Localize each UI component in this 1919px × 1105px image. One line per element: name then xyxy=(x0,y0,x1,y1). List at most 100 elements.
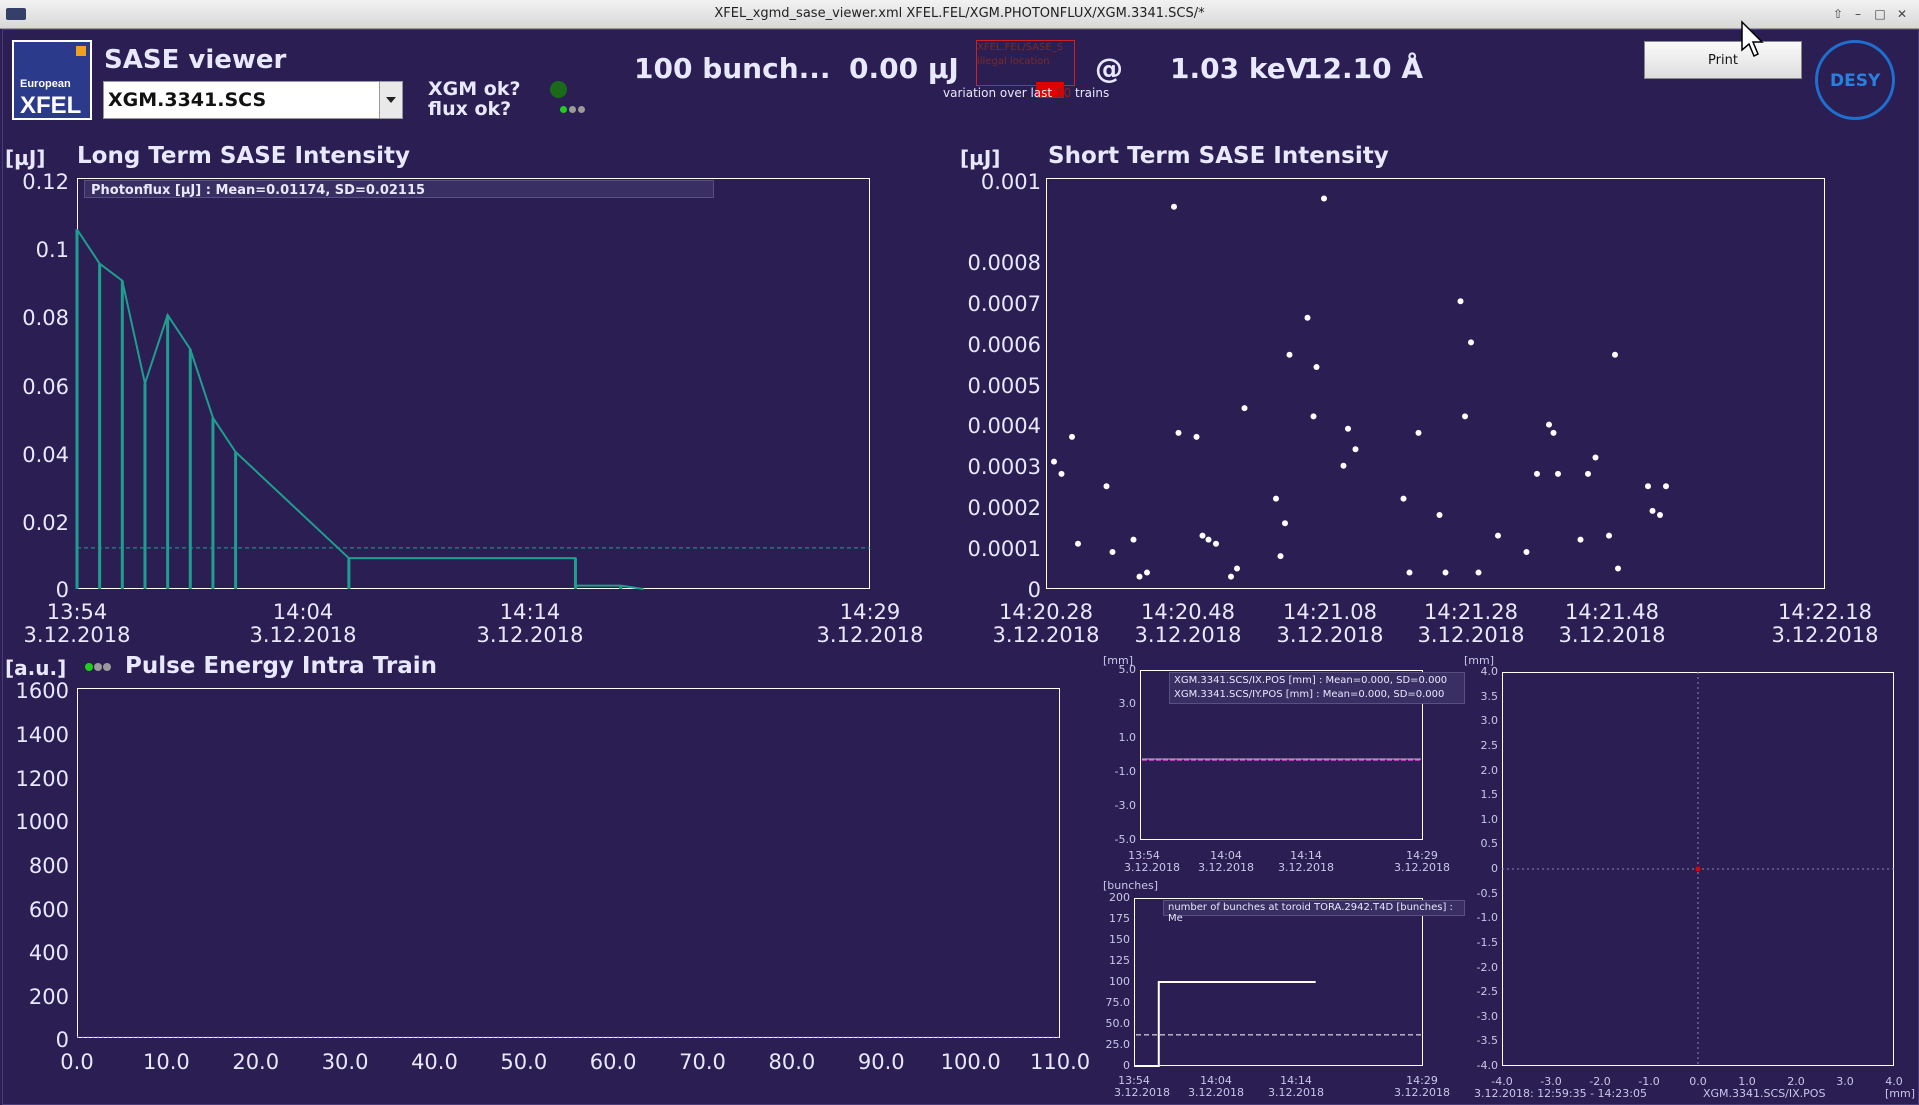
short-term-plot[interactable] xyxy=(1046,178,1825,589)
y-tick: -2.0 xyxy=(1476,960,1498,974)
variation-label: variation over last 10 trains xyxy=(943,86,1110,100)
x-tick: 14:21.28 3.12.2018 xyxy=(1417,600,1525,647)
short-term-point xyxy=(1109,549,1116,556)
short-term-point xyxy=(1175,429,1182,436)
y-tick: 1400 xyxy=(15,723,69,747)
short-term-point xyxy=(1136,573,1143,580)
y-tick: 3.0 xyxy=(1480,714,1499,728)
window-up-icon[interactable]: ⇧ xyxy=(1832,7,1844,21)
intra-led-2 xyxy=(94,663,102,671)
x-tick: 14:21.08 3.12.2018 xyxy=(1276,600,1384,647)
short-term-point xyxy=(1475,569,1482,576)
y-tick: 0.12 xyxy=(22,170,69,194)
x-tick: -2.0 xyxy=(1589,1075,1611,1088)
maximize-icon[interactable]: □ xyxy=(1874,7,1886,21)
y-tick: 1200 xyxy=(15,767,69,791)
short-term-point xyxy=(1663,483,1669,490)
short-term-point xyxy=(1234,565,1240,572)
x-tick: 2.0 xyxy=(1787,1075,1805,1088)
y-tick: 800 xyxy=(28,854,69,878)
bunches-unit: [bunches] xyxy=(1103,879,1159,892)
x-tick: 30.0 xyxy=(321,1050,369,1074)
short-term-point xyxy=(1400,495,1407,502)
y-tick: 2.0 xyxy=(1480,763,1499,777)
y-tick: 1.0 xyxy=(1480,812,1499,826)
xy-x-unit: [mm] xyxy=(1885,1087,1916,1100)
short-term-point xyxy=(1058,470,1065,477)
y-tick: -2.5 xyxy=(1476,985,1498,999)
y-tick: 0.08 xyxy=(22,306,69,330)
short-term-point xyxy=(1193,433,1200,440)
long-term-title: Long Term SASE Intensity xyxy=(77,143,410,169)
position-legend: XGM.3341.SCS/IX.POS [mm] : Mean=0.000, S… xyxy=(1169,672,1465,704)
short-term-point xyxy=(1523,549,1530,556)
short-term-point xyxy=(1649,507,1656,514)
x-tick: 0.0 xyxy=(1689,1075,1707,1088)
short-term-point xyxy=(1277,553,1284,560)
app-window xyxy=(2,29,1919,1105)
short-term-point xyxy=(1606,532,1612,539)
long-term-series-line xyxy=(76,228,644,590)
short-term-point xyxy=(1199,532,1206,539)
y-tick: 0 xyxy=(55,1028,69,1052)
short-term-point xyxy=(1213,540,1219,547)
mouse-cursor-icon xyxy=(1741,20,1764,58)
y-tick: 0.0001 xyxy=(967,537,1041,561)
short-term-point xyxy=(1321,195,1327,202)
y-tick: 0.0003 xyxy=(967,455,1041,479)
short-term-point xyxy=(1144,569,1150,576)
xy-time-label: 3.12.2018: 12:59:35 - 14:23:05 xyxy=(1474,1087,1647,1100)
close-icon[interactable]: ✕ xyxy=(1896,7,1908,21)
flux-status-led-1 xyxy=(560,106,567,113)
chevron-down-icon[interactable] xyxy=(379,82,402,118)
short-term-point xyxy=(1645,483,1651,490)
x-tick: 13:54 3.12.2018 xyxy=(1114,1074,1170,1099)
bunches-plot[interactable] xyxy=(1134,898,1423,1066)
short-term-point xyxy=(1130,536,1137,543)
y-tick: 4.0 xyxy=(1480,665,1499,678)
y-tick: 200 xyxy=(28,985,69,1009)
short-term-point xyxy=(1442,569,1449,576)
y-tick: 1.0 xyxy=(1118,731,1137,744)
position-plot[interactable] xyxy=(1140,670,1423,840)
x-tick: 3.0 xyxy=(1836,1075,1854,1088)
short-term-point xyxy=(1495,532,1501,539)
x-tick: 14:20.48 3.12.2018 xyxy=(1134,600,1242,647)
photon-energy-readout: 1.03 keV xyxy=(1170,52,1308,85)
x-tick: 100.0 xyxy=(940,1050,1001,1074)
short-term-point xyxy=(1075,540,1081,547)
app-title: SASE viewer xyxy=(104,45,287,75)
short-term-point xyxy=(1657,512,1663,519)
x-tick: 14:04 3.12.2018 xyxy=(1198,849,1254,874)
x-tick: 110.0 xyxy=(1030,1050,1091,1074)
short-term-point xyxy=(1340,462,1347,469)
y-tick: 0 xyxy=(1027,578,1041,602)
app-icon xyxy=(6,8,26,20)
window-title: XFEL_xgmd_sase_viewer.xml XFEL.FEL/XGM.P… xyxy=(714,6,1205,21)
device-select-value: XGM.3341.SCS xyxy=(108,89,267,111)
x-tick: 14:29 3.12.2018 xyxy=(1394,1074,1450,1099)
short-term-point xyxy=(1051,458,1057,465)
y-tick: -5.0 xyxy=(1114,833,1136,846)
desy-logo: DESY xyxy=(1815,40,1895,120)
y-tick: 125 xyxy=(1109,954,1130,967)
y-tick: 3.0 xyxy=(1118,697,1137,710)
device-select[interactable]: XGM.3341.SCS xyxy=(103,81,403,119)
x-tick: -3.0 xyxy=(1540,1075,1562,1088)
bunches-legend: number of bunches at toroid TORA.2942.T4… xyxy=(1163,900,1465,924)
y-tick: 0.0006 xyxy=(967,333,1041,357)
short-term-point xyxy=(1615,565,1621,572)
y-tick: 0.0004 xyxy=(967,414,1041,438)
minimize-icon[interactable]: – xyxy=(1855,7,1861,21)
x-tick: 14:04 3.12.2018 xyxy=(249,600,357,647)
y-tick: -4.0 xyxy=(1476,1059,1498,1072)
x-tick: -4.0 xyxy=(1491,1075,1513,1088)
print-button[interactable]: Print xyxy=(1644,41,1802,79)
y-tick: 0.001 xyxy=(980,170,1041,194)
intra-led-1 xyxy=(85,663,93,671)
sase-warning-box: XFEL.FEL/SASE_S illegal location xyxy=(976,40,1075,86)
short-term-point xyxy=(1406,569,1413,576)
short-term-point xyxy=(1286,351,1293,358)
x-tick: 4.0 xyxy=(1885,1075,1903,1088)
y-tick: 1.5 xyxy=(1480,788,1499,802)
